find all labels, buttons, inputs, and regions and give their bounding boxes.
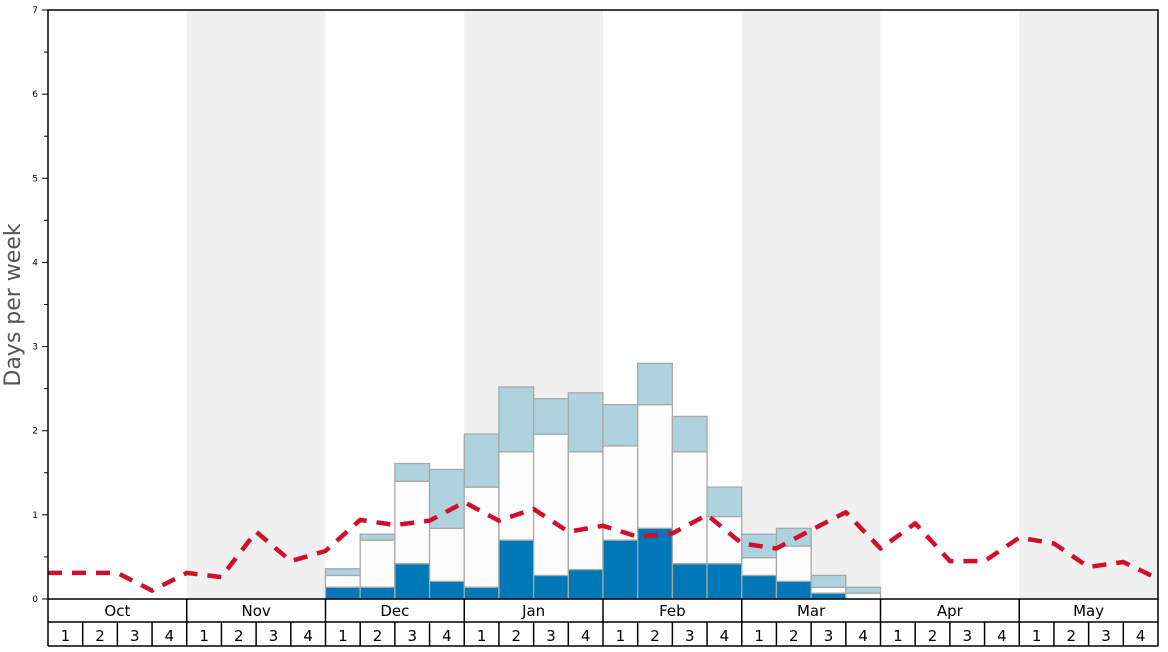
y-tick-label: 2	[32, 427, 38, 437]
bar-white-1	[359, 539, 396, 588]
bar-dark-12	[741, 574, 778, 600]
week-label: 3	[1101, 627, 1111, 645]
bar-dark-14	[810, 592, 847, 600]
bar-dark-1	[359, 586, 396, 600]
week-label: 2	[512, 627, 522, 645]
week-label: 1	[477, 627, 487, 645]
bar-dark-10	[671, 563, 708, 600]
week-label: 1	[61, 627, 71, 645]
month-shade-mar	[741, 10, 881, 599]
week-label: 1	[616, 627, 626, 645]
week-label: 2	[789, 627, 799, 645]
month-label-nov: Nov	[241, 602, 270, 620]
bar-dark-3	[428, 580, 465, 600]
bar-white-10	[671, 451, 708, 565]
bar-light-10	[671, 415, 708, 453]
week-label: 1	[1032, 627, 1042, 645]
bar-light-1	[359, 533, 396, 541]
bar-white-13	[775, 545, 812, 582]
month-label-apr: Apr	[937, 602, 964, 620]
bar-white-4	[463, 486, 500, 588]
week-label: 4	[997, 627, 1007, 645]
bar-white-14	[810, 586, 847, 594]
bar-dark-2	[394, 563, 431, 600]
week-label: 2	[650, 627, 660, 645]
bar-dark-8	[602, 539, 639, 600]
bar-light-9	[637, 362, 674, 406]
week-label: 1	[199, 627, 209, 645]
week-label: 4	[581, 627, 591, 645]
month-label-may: May	[1073, 602, 1104, 620]
bar-white-9	[637, 403, 674, 529]
week-label: 2	[234, 627, 244, 645]
bar-white-0	[324, 574, 361, 588]
bar-dark-6	[532, 574, 569, 600]
bar-dark-5	[498, 539, 535, 600]
bar-light-14	[810, 574, 847, 588]
average-line	[48, 499, 1159, 593]
bar-dark-0	[324, 586, 361, 600]
bar-light-6	[532, 398, 569, 435]
week-label: 4	[442, 627, 452, 645]
bar-light-0	[324, 568, 361, 577]
month-label-dec: Dec	[380, 602, 409, 620]
bar-light-2	[394, 462, 431, 482]
bar-dark-13	[775, 580, 812, 600]
week-label: 4	[1136, 627, 1146, 645]
week-label: 3	[962, 627, 972, 645]
y-tick-label: 4	[32, 258, 38, 268]
week-label: 4	[720, 627, 730, 645]
week-label: 2	[95, 627, 105, 645]
week-label: 1	[893, 627, 903, 645]
month-label-mar: Mar	[797, 602, 826, 620]
week-label: 4	[303, 627, 313, 645]
week-label: 2	[1067, 627, 1077, 645]
week-label: 4	[165, 627, 175, 645]
bar-white-15	[845, 592, 882, 600]
y-tick-label: 6	[32, 90, 38, 100]
bar-white-8	[602, 445, 639, 541]
bar-light-4	[463, 433, 500, 488]
week-label: 3	[130, 627, 140, 645]
week-label: 3	[269, 627, 279, 645]
month-label-feb: Feb	[659, 602, 686, 620]
week-label: 2	[373, 627, 383, 645]
week-label: 3	[685, 627, 695, 645]
week-label: 3	[546, 627, 556, 645]
week-label: 4	[858, 627, 868, 645]
y-tick-label: 0	[32, 595, 38, 605]
week-label: 1	[754, 627, 764, 645]
month-shade-may	[1019, 10, 1158, 599]
y-tick-label: 7	[32, 6, 38, 16]
bar-light-8	[602, 403, 639, 447]
y-tick-label: 5	[32, 174, 38, 184]
y-axis-label: Days per week	[1, 223, 26, 386]
week-label: 1	[338, 627, 348, 645]
bar-light-5	[498, 386, 535, 453]
month-shade-nov	[186, 10, 326, 599]
week-label: 2	[928, 627, 938, 645]
bar-dark-11	[706, 563, 743, 600]
y-tick-label: 1	[32, 511, 38, 521]
month-label-oct: Oct	[104, 602, 130, 620]
bar-light-7	[567, 392, 604, 453]
bar-dark-9	[637, 527, 674, 600]
bar-dark-7	[567, 568, 604, 600]
week-label: 3	[407, 627, 417, 645]
month-label-jan: Jan	[521, 602, 545, 620]
bar-white-12	[741, 557, 778, 577]
bar-light-15	[845, 586, 882, 594]
bar-light-11	[706, 486, 743, 518]
bar-dark-4	[463, 586, 500, 600]
bar-white-3	[428, 527, 465, 582]
bar-white-7	[567, 451, 604, 571]
week-label: 3	[824, 627, 834, 645]
bar-white-5	[498, 451, 535, 541]
bar-white-6	[532, 433, 569, 577]
y-tick-label: 3	[32, 343, 38, 353]
